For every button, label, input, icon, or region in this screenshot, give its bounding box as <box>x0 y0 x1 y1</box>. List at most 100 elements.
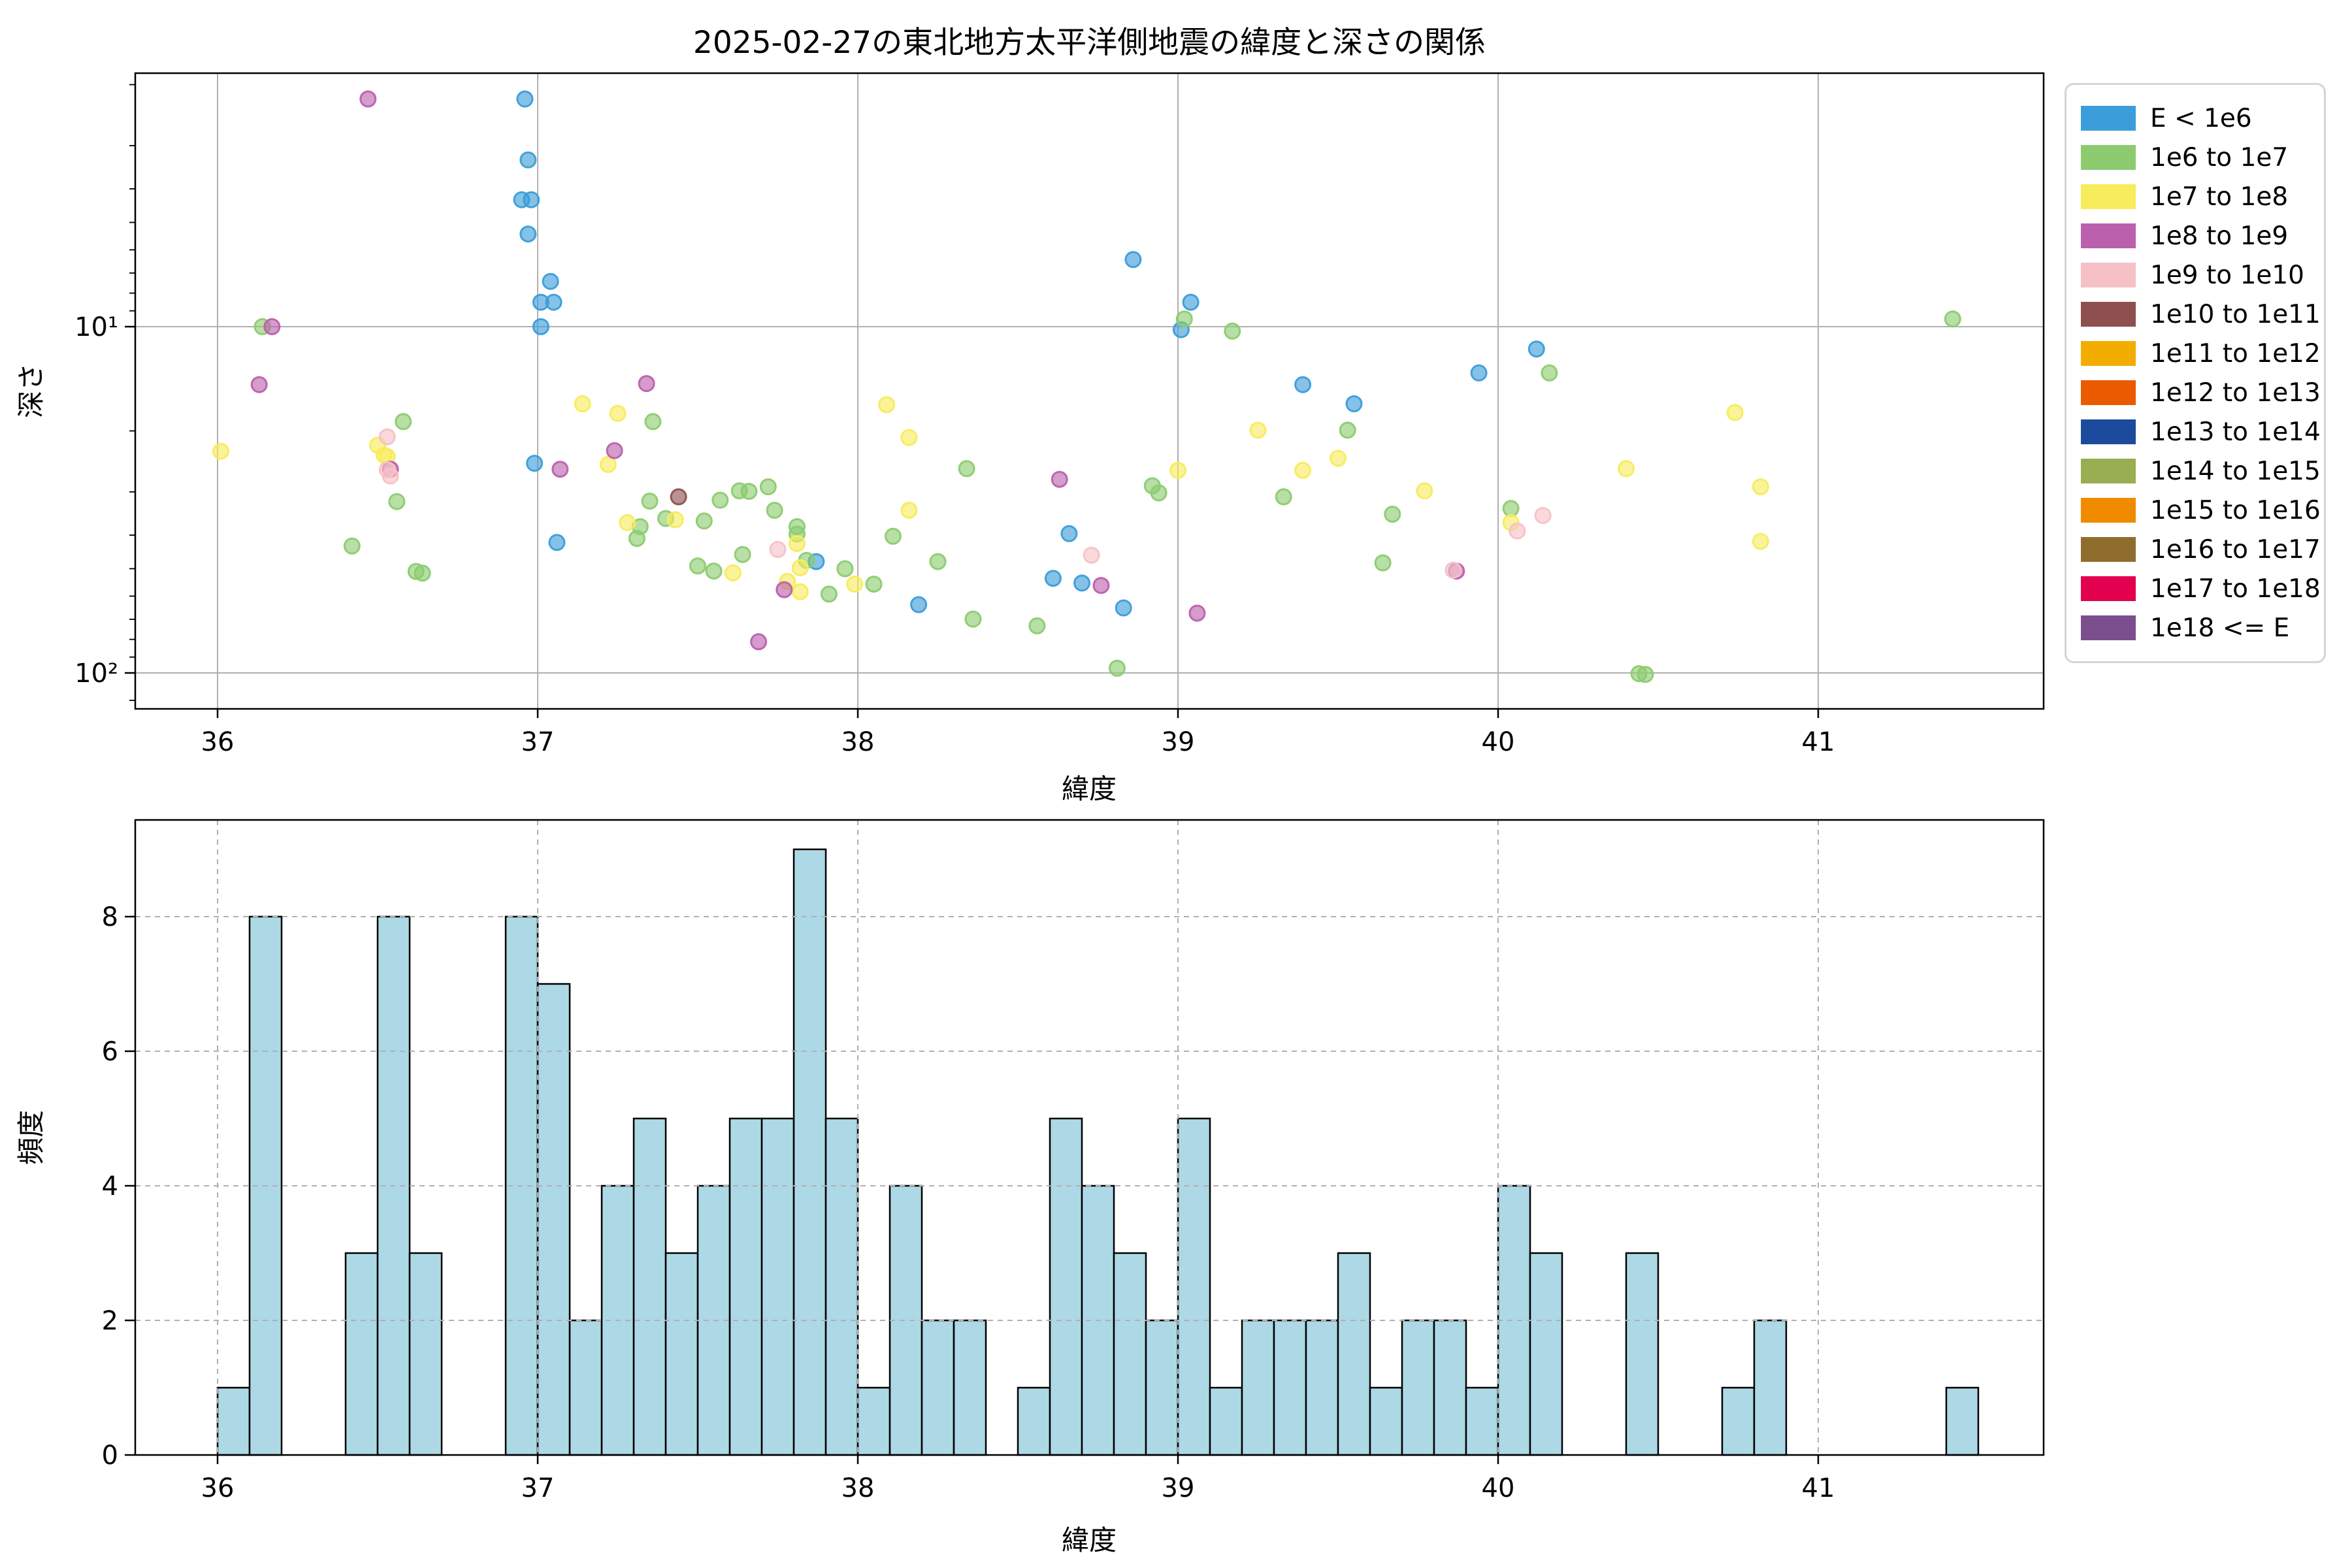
scatter-yaxis-label: 深さ <box>15 363 47 418</box>
histogram-bar <box>632 1117 667 1456</box>
legend-entry-label: 1e14 to 1e15 <box>2150 456 2321 486</box>
scatter-point <box>359 90 377 108</box>
scatter-point <box>1345 395 1363 412</box>
scatter-point <box>705 563 723 580</box>
scatter-point <box>1509 522 1526 540</box>
scatter-point <box>551 461 569 478</box>
histogram-bar <box>1401 1319 1435 1456</box>
histogram-xtick-label: 36 <box>201 1473 235 1503</box>
scatter-xtick-label: 38 <box>841 727 875 757</box>
histogram-bar <box>1721 1386 1756 1456</box>
histogram-bar <box>1241 1319 1275 1456</box>
legend-entry-label: 1e8 to 1e9 <box>2150 221 2289 251</box>
histogram-bar <box>1273 1319 1307 1456</box>
scatter-xtick-label: 41 <box>1802 727 1835 757</box>
histogram-xtick-label: 39 <box>1162 1473 1195 1503</box>
legend-entry: 1e11 to 1e12 <box>2081 337 2321 370</box>
scatter-point <box>1534 507 1552 524</box>
scatter-point <box>532 318 549 335</box>
scatter-point <box>759 478 777 496</box>
legend-swatch <box>2081 537 2136 562</box>
scatter-point <box>820 585 838 603</box>
legend-entry-label: 1e17 to 1e18 <box>2150 574 2321 604</box>
scatter-point <box>1182 293 1200 311</box>
scatter-point <box>900 502 918 519</box>
legend-entry: 1e6 to 1e7 <box>2081 141 2310 174</box>
histogram-bar <box>216 1386 251 1456</box>
scatter-points-layer <box>212 90 1961 683</box>
scatter-axes-frame: 36 37 38 39 40 41 10¹ 10² <box>74 72 2045 757</box>
legend-entry-label: 1e7 to 1e8 <box>2150 182 2289 212</box>
legend-entry-label: 1e11 to 1e12 <box>2150 338 2321 368</box>
histogram-bar <box>1465 1386 1499 1456</box>
scatter-point <box>644 413 662 431</box>
histogram-ytick-label: 8 <box>102 902 118 932</box>
scatter-gridlines <box>135 73 2044 709</box>
scatter-point <box>519 151 537 169</box>
scatter-point <box>788 535 806 552</box>
scatter-point <box>910 596 928 613</box>
legend-swatch <box>2081 184 2136 209</box>
legend-entry-label: 1e16 to 1e17 <box>2150 534 2321 564</box>
histogram-bar <box>1113 1252 1147 1456</box>
scatter-point <box>212 442 229 460</box>
scatter-point <box>750 633 768 651</box>
legend-swatch <box>2081 106 2136 131</box>
scatter-point <box>378 428 396 446</box>
scatter-point <box>542 272 559 290</box>
scatter-point <box>1637 666 1654 683</box>
histogram-bar <box>1753 1319 1788 1456</box>
histogram-bar <box>344 1252 379 1456</box>
scatter-point <box>1294 461 1312 479</box>
scatter-point <box>1028 617 1046 634</box>
histogram-bar <box>1433 1319 1467 1456</box>
scatter-point <box>619 514 636 531</box>
histogram-bar <box>1305 1319 1339 1456</box>
legend-entry-label: 1e6 to 1e7 <box>2150 142 2289 172</box>
scatter-point <box>1330 449 1347 467</box>
scatter-point <box>1051 470 1068 488</box>
legend-swatch <box>2081 498 2136 523</box>
scatter-point <box>791 559 809 577</box>
scatter-point <box>670 488 687 506</box>
legend-entry-label: 1e10 to 1e11 <box>2150 299 2321 329</box>
histogram-bar <box>1625 1252 1659 1456</box>
scatter-point <box>638 375 655 393</box>
scatter-point <box>724 564 742 581</box>
scatter-point <box>545 293 563 311</box>
scatter-point <box>1470 364 1488 382</box>
legend-box: E < 1e6 1e6 to 1e7 1e7 to 1e8 1e8 to 1e9 1e9… <box>2065 83 2326 663</box>
scatter-point <box>1083 546 1100 564</box>
scatter-point <box>695 512 713 530</box>
scatter-point <box>740 483 758 500</box>
scatter-point <box>958 460 975 478</box>
scatter-point <box>769 541 787 558</box>
legend-swatch <box>2081 341 2136 366</box>
scatter-point <box>1073 574 1090 592</box>
scatter-point <box>526 455 544 472</box>
legend-swatch <box>2081 459 2136 483</box>
scatter-point <box>1108 659 1126 677</box>
scatter-point <box>1541 364 1558 382</box>
scatter-point <box>900 429 918 446</box>
scatter-point <box>516 90 534 108</box>
histogram-bar <box>536 983 571 1456</box>
scatter-point <box>1060 525 1078 542</box>
scatter-point <box>263 318 281 335</box>
scatter-ytick-label: 10¹ <box>74 312 118 342</box>
scatter-point <box>1150 484 1168 502</box>
legend-entry-label: 1e9 to 1e10 <box>2150 260 2304 290</box>
legend-swatch <box>2081 145 2136 170</box>
histogram-xtick-label: 41 <box>1802 1473 1835 1503</box>
scatter-point <box>929 553 947 570</box>
scatter-point <box>711 491 729 509</box>
scatter-point <box>1249 421 1267 439</box>
scatter-xtick-label: 36 <box>201 727 235 757</box>
scatter-spine <box>134 72 2045 710</box>
scatter-xtick-label: 39 <box>1162 727 1195 757</box>
chart-title: 2025-02-27の東北地方太平洋側地震の緯度と深さの関係 <box>693 25 1486 61</box>
scatter-point <box>1124 251 1142 269</box>
legend-swatch <box>2081 263 2136 287</box>
scatter-point <box>689 557 706 575</box>
